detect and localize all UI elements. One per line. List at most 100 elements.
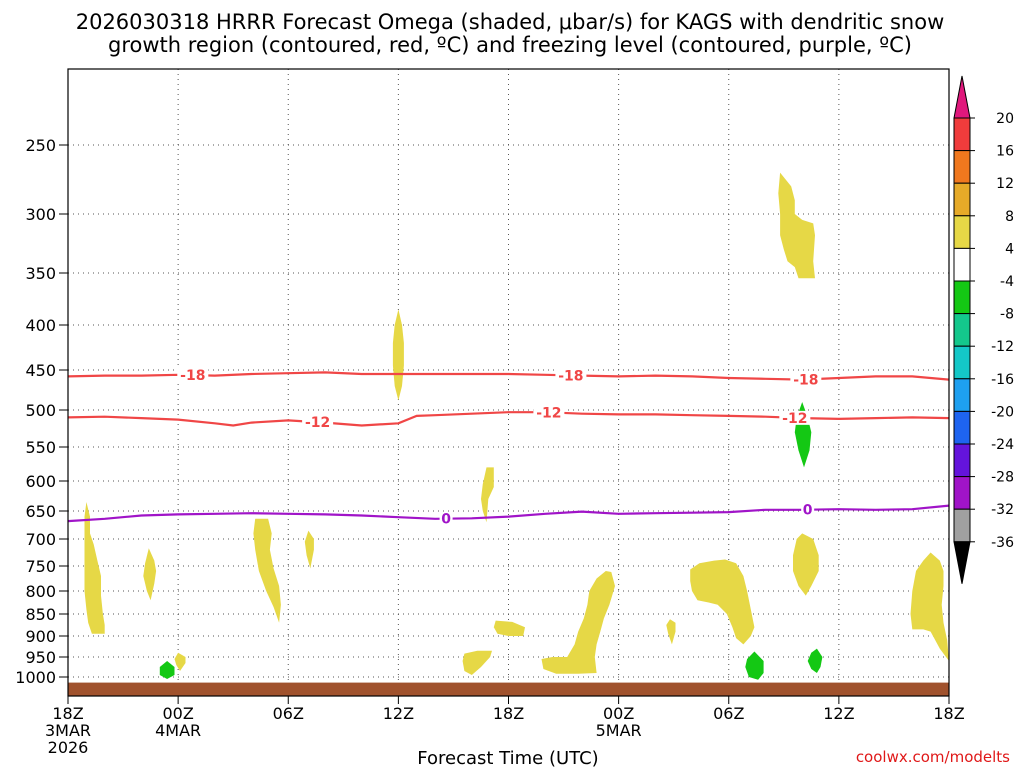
colorbar-label-4: 4 <box>1005 241 1014 257</box>
y-tick-label-850: 850 <box>25 605 56 624</box>
colorbar-bin-6 <box>953 280 971 315</box>
colorbar-label--32: -32 <box>991 502 1014 518</box>
omega-pos-h7-p955 <box>174 652 186 671</box>
dgz-minus-12-label-bg-1 <box>533 405 565 420</box>
omega-pos-h34-p890 <box>666 619 676 645</box>
omega-pos-h4-p760 <box>143 548 157 601</box>
x-tick-label-30-0: 00Z <box>603 704 634 723</box>
dgz-minus-12-label-2: -12 <box>782 411 807 427</box>
y-tick-label-650: 650 <box>25 502 56 521</box>
freezing-level-0-label-1: 0 <box>803 503 813 519</box>
omega-pos-h26-p875 <box>493 620 525 636</box>
y-tick-label-750: 750 <box>25 557 56 576</box>
colorbar-label--8: -8 <box>1000 307 1014 323</box>
x-tick-label-0-1: 3MAR <box>45 721 91 740</box>
freezing-level-0-line <box>67 504 950 523</box>
dgz-minus-18-label-bg-0 <box>177 368 209 383</box>
colorbar-label-20: 20 <box>996 111 1014 127</box>
x-tick-label-6-1: 4MAR <box>155 721 201 740</box>
colorbar-bin-4 <box>953 215 971 249</box>
omega-pos-h11-p710 <box>253 518 281 623</box>
dgz-minus-12-label-0: -12 <box>305 415 330 431</box>
colorbar-bin-13 <box>953 508 971 543</box>
y-tick-label-300: 300 <box>25 205 56 224</box>
colorbar-label--28: -28 <box>991 470 1014 486</box>
colorbar-bin-7 <box>953 313 971 347</box>
omega-pos-h13-p710 <box>304 530 314 569</box>
y-tick-label-600: 600 <box>25 472 56 491</box>
chart-title-line-2: growth region (contoured, red, ºC) and f… <box>108 33 912 57</box>
omega-pos-h23-p620 <box>481 467 494 523</box>
omega-pos-h41-p300 <box>778 172 815 279</box>
y-tick-label-350: 350 <box>25 264 56 283</box>
colorbar-bin-5 <box>953 247 971 282</box>
colorbar-bin-1 <box>953 117 971 152</box>
y-tick-label-900: 900 <box>25 627 56 646</box>
y-tick-label-950: 950 <box>25 648 56 667</box>
colorbar-bin-12 <box>953 476 971 510</box>
colorbar-label-12: 12 <box>996 176 1014 192</box>
temperature-contours: -18 -18 -18 -12 -12 -12 0 0 <box>67 368 950 528</box>
colorbar-label-8: 8 <box>1005 209 1014 225</box>
omega-pos-h28-p870 <box>541 571 615 674</box>
freezing-level-0-label-bg-0 <box>439 511 453 526</box>
x-tick-label-42-0: 12Z <box>823 704 854 723</box>
y-tick-label-800: 800 <box>25 582 56 601</box>
dgz-minus-12-label-bg-0 <box>302 415 334 430</box>
x-tick-label-12-0: 06Z <box>273 704 304 723</box>
omega-pos-h22-p960 <box>462 650 492 675</box>
x-tick-label-48-0: 18Z <box>933 704 964 723</box>
omega-shading <box>84 172 949 680</box>
omega-pos-h47-p835 <box>910 552 949 661</box>
omega-pos-h37-p805 <box>690 559 755 645</box>
colorbar-bin-10 <box>953 410 971 445</box>
x-tick-label-0-0: 18Z <box>52 704 83 723</box>
x-tick-label-18-0: 12Z <box>383 704 414 723</box>
y-tick-label-450: 450 <box>25 361 56 380</box>
colorbar-top-arrow <box>953 75 971 119</box>
colorbar-bottom-arrow <box>953 541 971 584</box>
colorbar-bin-11 <box>953 443 971 478</box>
colorbar-label--20: -20 <box>991 404 1014 420</box>
y-tick-label-400: 400 <box>25 316 56 335</box>
colorbar-bin-3 <box>953 182 971 217</box>
dgz-minus-12-label-1: -12 <box>536 405 561 421</box>
y-axis-ticks: 250 300 350 400 450 500 550 600 650 700 750 800 850 9… <box>15 136 68 687</box>
x-tick-label-30-1: 5MAR <box>596 721 642 740</box>
omega-pos-h18-p430 <box>392 309 404 401</box>
chart-title-line-1: 2026030318 HRRR Forecast Omega (shaded, … <box>76 10 945 34</box>
freezing-level-0-label-0: 0 <box>441 512 451 528</box>
omega-neg-h6-p985 <box>159 661 175 679</box>
credit-text: coolwx.com/modelts <box>856 748 1010 766</box>
colorbar-bin-9 <box>953 378 971 412</box>
dgz-minus-12-label-bg-2 <box>779 410 811 425</box>
colorbar-bin-2 <box>953 150 971 184</box>
x-tick-label-24-0: 18Z <box>493 704 524 723</box>
colorbar-label--4: -4 <box>1000 274 1014 290</box>
x-tick-label-0-2: 2026 <box>48 738 89 757</box>
terrain <box>68 682 949 696</box>
colorbar-label--12: -12 <box>991 339 1014 355</box>
x-axis-label: Forecast Time (UTC) <box>417 748 598 768</box>
freezing-level-0-label-bg-1 <box>801 502 815 517</box>
y-tick-label-550: 550 <box>25 438 56 457</box>
y-tick-label-1000: 1000 <box>15 668 56 687</box>
omega-pos-h40-p745 <box>793 533 819 596</box>
dgz-minus-18-label-1: -18 <box>558 368 583 384</box>
colorbar-label-16: 16 <box>996 144 1014 160</box>
x-tick-label-6-0: 00Z <box>162 704 193 723</box>
dgz-minus-18-label-2: -18 <box>793 372 818 388</box>
y-tick-label-500: 500 <box>25 401 56 420</box>
y-tick-label-700: 700 <box>25 530 56 549</box>
omega-neg-h41-p960 <box>807 648 823 673</box>
dgz-minus-18-label-bg-1 <box>555 368 587 383</box>
colorbar-label--16: -16 <box>991 372 1014 388</box>
omega-neg-h37-p975 <box>745 651 764 680</box>
dgz-minus-18-label-bg-2 <box>790 372 822 387</box>
omega-pos-h1-p780 <box>84 502 105 634</box>
colorbar: 20 16 12 8 4 -4 -8 -12 -16 -20 -24 -28 -32 -36 <box>953 75 1014 584</box>
dgz-minus-18-label-0: -18 <box>180 368 205 384</box>
colorbar-label--36: -36 <box>991 535 1014 551</box>
